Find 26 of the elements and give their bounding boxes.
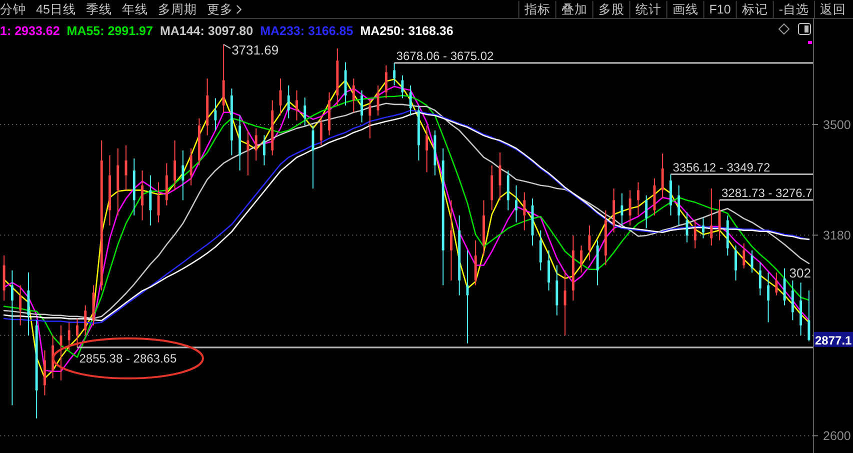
text: 多周期 <box>158 2 197 16</box>
y-tick-label: 2600 <box>823 429 851 444</box>
y-tick-label: 3500 <box>823 118 851 132</box>
annotation: 3731.69 <box>232 42 279 58</box>
annotation: 302 <box>789 266 811 280</box>
ref-line-label: 3678.06 - 3675.02 <box>396 48 494 63</box>
text: 更多 <box>206 2 233 16</box>
text: 季线 <box>86 2 112 16</box>
y-tick-label: 3180 <box>823 228 851 243</box>
ref-line-label: 2855.38 - 2863.65 <box>79 351 177 366</box>
text: F10 <box>709 2 731 16</box>
text: 45日线 <box>36 2 76 16</box>
text: 分钟 <box>0 2 26 16</box>
text: 画线 <box>672 2 698 16</box>
ref-line-label: 3356.12 - 3349.72 <box>672 160 770 174</box>
annotation: 2877.1 <box>815 333 852 348</box>
text: 统计 <box>635 2 662 16</box>
text: -自选 <box>778 2 809 16</box>
text: 多股 <box>598 2 624 16</box>
text: 叠加 <box>561 2 588 16</box>
legend: 1: 2933.62 MA55: 2991.97 MA144: 3097.80 MA233: 3166.85 MA250: 3168.36 <box>0 24 454 38</box>
text: 指标 <box>523 2 550 16</box>
text: 标记 <box>740 2 768 16</box>
text: 返回 <box>820 2 846 16</box>
ref-line-label: 3281.73 - 3276.7 <box>722 186 813 200</box>
text: 年线 <box>122 2 148 16</box>
